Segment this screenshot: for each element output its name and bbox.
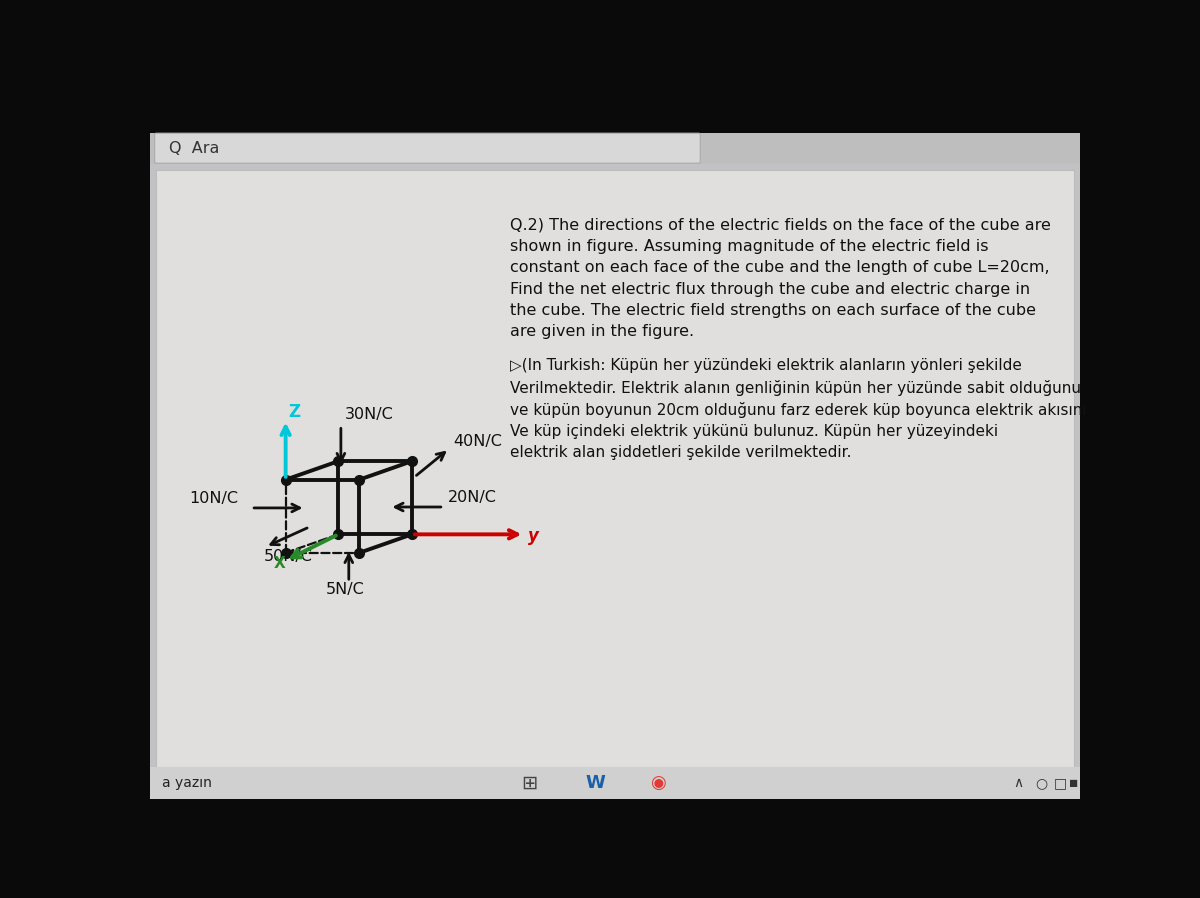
Text: a yazın: a yazın (162, 776, 211, 790)
Text: 5N/C: 5N/C (325, 582, 365, 596)
Text: 50N/C: 50N/C (264, 549, 313, 564)
Text: Q.2) The directions of the electric fields on the face of the cube are
shown in : Q.2) The directions of the electric fiel… (510, 218, 1051, 339)
Bar (150, 767, 1080, 799)
Text: W: W (586, 774, 606, 792)
Text: ○: ○ (1036, 776, 1048, 790)
Text: 20N/C: 20N/C (448, 490, 497, 506)
FancyBboxPatch shape (155, 133, 701, 163)
Bar (156, 170, 1074, 767)
Bar (150, 133, 1080, 164)
Text: ∧: ∧ (1013, 776, 1024, 790)
Text: 30N/C: 30N/C (344, 408, 394, 422)
Text: Z: Z (289, 402, 301, 420)
Text: y: y (528, 527, 539, 545)
Text: □: □ (1054, 776, 1067, 790)
Text: ▷(In Turkish: Küpün her yüzündeki elektrik alanların yönleri şekilde
Verilmekted: ▷(In Turkish: Küpün her yüzündeki elektr… (510, 358, 1087, 460)
Text: 10N/C: 10N/C (190, 491, 239, 506)
Text: ⊞: ⊞ (522, 773, 538, 793)
Text: ◼: ◼ (1069, 778, 1079, 788)
Text: ◉: ◉ (649, 774, 666, 792)
Text: 40N/C: 40N/C (454, 434, 502, 449)
Text: X: X (274, 556, 284, 571)
Text: Q  Ara: Q Ara (169, 141, 220, 155)
